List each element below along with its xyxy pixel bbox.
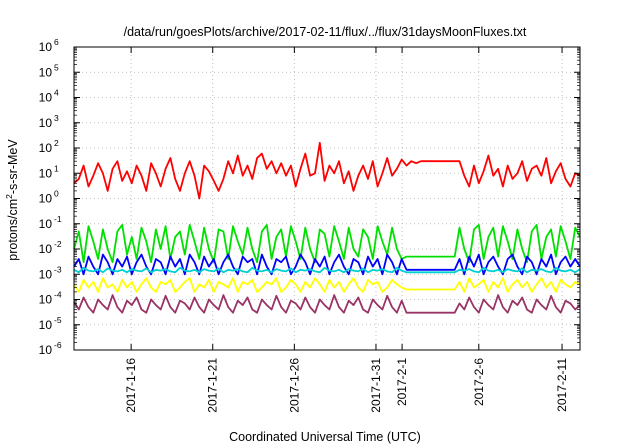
y-tick-exponent: 1	[54, 163, 59, 173]
y-tick-label: 10	[39, 343, 53, 357]
x-tick-label: 2017-1-16	[124, 358, 138, 413]
y-axis-label-sup: 2	[4, 194, 14, 199]
y-tick-mantissa: 10	[39, 141, 53, 155]
y-tick-label: 10	[39, 65, 53, 79]
y-tick-exponent: 2	[54, 138, 59, 148]
series-line	[73, 266, 581, 274]
y-tick-label: 10	[39, 217, 53, 231]
y-tick-label: 10	[39, 40, 53, 54]
y-axis-label-main: protons/cm	[6, 199, 20, 261]
y-tick-label: 10	[39, 116, 53, 130]
series-lines	[73, 141, 581, 314]
y-tick-exponent: -3	[54, 264, 62, 274]
x-axis-ticks: 2017-1-16 2017-1-21 2017-1-26 2017-1-31 2017…	[124, 47, 569, 413]
x-tick-label: 2017-1-31	[369, 358, 383, 413]
x-tick-label: 2017-2-11	[555, 358, 569, 412]
y-tick-mantissa: 10	[39, 65, 53, 79]
y-tick-label: 10	[39, 166, 53, 180]
x-tick-label: 2017-2-1	[395, 358, 409, 406]
y-tick-exponent: 4	[54, 88, 59, 98]
y-tick-mantissa: 10	[39, 116, 53, 130]
y-axis-ticks: 10 -610 -510 -410 -310 -210 -110 010 110 210 310 41…	[39, 37, 580, 357]
y-tick-mantissa: 10	[39, 192, 53, 206]
y-tick-exponent: 0	[54, 189, 59, 199]
y-tick-mantissa: 10	[39, 242, 53, 256]
x-tick-label: 2017-1-26	[287, 358, 301, 413]
series-line	[73, 277, 581, 293]
y-axis-label-tail: -s-sr-MeV	[6, 139, 20, 195]
y-tick-exponent: -5	[54, 315, 62, 325]
y-tick-label: 10	[39, 141, 53, 155]
y-tick-mantissa: 10	[39, 217, 53, 231]
series-line	[73, 294, 581, 314]
x-tick-label: 2017-2-6	[472, 358, 486, 406]
series-line	[73, 223, 581, 264]
y-tick-mantissa: 10	[39, 318, 53, 332]
y-axis-label: protons/cm2-s-sr-MeV	[4, 139, 20, 261]
y-tick-exponent: -6	[54, 340, 62, 350]
y-tick-exponent: -1	[54, 214, 62, 224]
y-tick-mantissa: 10	[39, 267, 53, 281]
y-tick-mantissa: 10	[39, 91, 53, 105]
x-tick-label: 2017-1-21	[206, 358, 220, 413]
y-tick-label: 10	[39, 192, 53, 206]
y-tick-exponent: 6	[54, 37, 59, 47]
y-tick-exponent: -4	[54, 290, 62, 300]
y-tick-mantissa: 10	[39, 293, 53, 307]
series-line	[73, 141, 581, 200]
y-tick-mantissa: 10	[39, 40, 53, 54]
y-tick-mantissa: 10	[39, 343, 53, 357]
y-tick-label: 10	[39, 293, 53, 307]
y-tick-label: 10	[39, 242, 53, 256]
y-tick-label: 10	[39, 91, 53, 105]
chart-title: /data/run/goesPlots/archive/2017-02-11/f…	[124, 25, 527, 39]
y-tick-exponent: -2	[54, 239, 62, 249]
y-tick-mantissa: 10	[39, 166, 53, 180]
x-axis-label: Coordinated Universal Time (UTC)	[229, 430, 421, 444]
y-tick-label: 10	[39, 267, 53, 281]
y-tick-exponent: 5	[54, 62, 59, 72]
y-tick-exponent: 3	[54, 113, 59, 123]
series-line	[73, 253, 581, 276]
y-tick-label: 10	[39, 318, 53, 332]
